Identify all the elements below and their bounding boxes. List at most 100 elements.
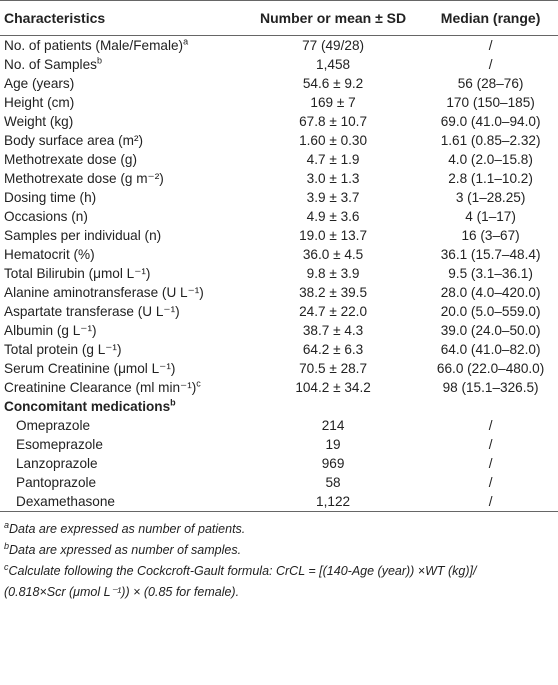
cell-text: Total protein (g L⁻¹) [4, 342, 122, 357]
table-cell: 38.2 ± 39.5 [243, 283, 423, 302]
cell-text: Serum Creatinine (μmol L⁻¹) [4, 361, 176, 376]
table-cell: Creatinine Clearance (ml min⁻¹)c [0, 378, 243, 397]
table-cell: 3.9 ± 3.7 [243, 188, 423, 207]
table-cell: 9.8 ± 3.9 [243, 264, 423, 283]
column-header: Number or mean ± SD [242, 0, 424, 36]
cell-text: 70.5 ± 28.7 [299, 361, 368, 376]
table-cell: 1,458 [243, 55, 423, 74]
table-cell: / [423, 435, 558, 454]
table-cell: Occasions (n) [0, 207, 243, 226]
section-row: Concomitant medicationsb [0, 397, 558, 416]
cell-text: Omeprazole [16, 418, 91, 433]
table-cell: 98 (15.1–326.5) [423, 378, 558, 397]
table-row: Aspartate transferase (U L⁻¹) 24.7 ± 22.0… [0, 302, 558, 321]
table-cell: 20.0 (5.0–559.0) [423, 302, 558, 321]
cell-text: 3.0 ± 1.3 [306, 171, 360, 186]
table-cell: 169 ± 7 [243, 93, 423, 112]
cell-text: 3.9 ± 3.7 [306, 190, 360, 205]
table-cell: 4 (1–17) [423, 207, 558, 226]
cell-text: 4 (1–17) [465, 209, 516, 224]
cell-text: / [488, 38, 493, 53]
table-cell: Lanzoprazole [0, 454, 243, 473]
table-cell: 64.2 ± 6.3 [243, 340, 423, 359]
cell-text: Esomeprazole [16, 437, 103, 452]
table-cell: 19.0 ± 13.7 [243, 226, 423, 245]
table-cell: 3 (1–28.25) [423, 188, 558, 207]
table-row: Occasions (n) 4.9 ± 3.6 4 (1–17) [0, 207, 558, 226]
cell-text: Body surface area (m²) [4, 133, 144, 148]
footnote-marker: c [196, 378, 201, 389]
column-header: Median (range) [423, 0, 558, 36]
cell-text: / [488, 418, 493, 433]
cell-text: / [488, 475, 493, 490]
table-cell: Height (cm) [0, 93, 243, 112]
cell-text: Pantoprazole [16, 475, 97, 490]
table-cell: Total Bilirubin (μmol L⁻¹) [0, 264, 243, 283]
cell-text: 20.0 (5.0–559.0) [440, 304, 541, 319]
cell-text: 104.2 ± 34.2 [295, 380, 371, 395]
table-row: Age (years) 54.6 ± 9.2 56 (28–76) [0, 74, 558, 93]
footnote-text: Data are xpressed as number of samples. [9, 543, 242, 557]
footnote: cCalculate following the Cockcroft-Gault… [4, 561, 524, 603]
cell-text: 214 [321, 418, 345, 433]
cell-text: Total Bilirubin (μmol L⁻¹) [4, 266, 151, 281]
table-cell: 56 (28–76) [423, 74, 558, 93]
cell-text: 64.0 (41.0–82.0) [440, 342, 541, 357]
cell-text: 170 (150–185) [446, 95, 535, 110]
cell-text: Dexamethasone [16, 494, 115, 509]
table-cell: Dexamethasone [0, 492, 243, 512]
table-cell: Alanine aminotransferase (U L⁻¹) [0, 283, 243, 302]
section-title: Concomitant medications [4, 399, 171, 414]
cell-text: 56 (28–76) [457, 76, 524, 91]
cell-text: 69.0 (41.0–94.0) [440, 114, 541, 129]
footnote-marker: b [4, 540, 10, 551]
cell-text: 24.7 ± 22.0 [299, 304, 368, 319]
cell-text: Alanine aminotransferase (U L⁻¹) [4, 285, 204, 300]
cell-text: Samples per individual (n) [4, 228, 162, 243]
cell-text: 77 (49/28) [302, 38, 365, 53]
table-cell: 969 [243, 454, 423, 473]
table-row: No. of Samplesb 1,458 / [0, 55, 558, 74]
cell-text: 36.0 ± 4.5 [302, 247, 364, 262]
table-row: Lanzoprazole 969 / [0, 454, 558, 473]
column-header: Characteristics [0, 0, 243, 36]
cell-text: Dosing time (h) [4, 190, 97, 205]
cell-text: 4.0 (2.0–15.8) [448, 152, 533, 167]
table-row: Albumin (g L⁻¹) 38.7 ± 4.3 39.0 (24.0–50.0… [0, 321, 558, 340]
footnote-marker: b [170, 397, 176, 408]
cell-text: Lanzoprazole [16, 456, 98, 471]
table-row: No. of patients (Male/Female)a 77 (49/28)… [0, 36, 558, 56]
table-row: Body surface area (m²) 1.60 ± 0.30 1.61 (0… [0, 131, 558, 150]
cell-text: 66.0 (22.0–480.0) [436, 361, 545, 376]
table-cell: 19 [243, 435, 423, 454]
table-cell: 9.5 (3.1–36.1) [423, 264, 558, 283]
table-cell: 1,122 [242, 492, 424, 512]
table-cell: 69.0 (41.0–94.0) [423, 112, 558, 131]
table-cell: 36.1 (15.7–48.4) [423, 245, 558, 264]
table-cell: Dosing time (h) [0, 188, 243, 207]
cell-text: 67.8 ± 10.7 [299, 114, 368, 129]
table-row: Esomeprazole 19 / [0, 435, 558, 454]
table-row: Omeprazole 214 / [0, 416, 558, 435]
table-cell: Total protein (g L⁻¹) [0, 340, 243, 359]
table-cell: 4.7 ± 1.9 [243, 150, 423, 169]
cell-text: / [488, 57, 493, 72]
cell-text: 1.61 (0.85–2.32) [440, 133, 541, 148]
table-cell: 67.8 ± 10.7 [243, 112, 423, 131]
cell-text: 4.9 ± 3.6 [306, 209, 360, 224]
table-row: Creatinine Clearance (ml min⁻¹)c 104.2 ± … [0, 378, 558, 397]
cell-text: / [488, 437, 493, 452]
cell-text: 1,122 [316, 494, 351, 509]
table-cell: Albumin (g L⁻¹) [0, 321, 243, 340]
cell-text: Methotrexate dose (g) [4, 152, 137, 167]
cell-text: Height (cm) [4, 95, 75, 110]
table-cell: 38.7 ± 4.3 [243, 321, 423, 340]
table-cell: Methotrexate dose (g) [0, 150, 243, 169]
cell-text: 969 [321, 456, 345, 471]
table-cell: 64.0 (41.0–82.0) [423, 340, 558, 359]
table-row: Total protein (g L⁻¹) 64.2 ± 6.3 64.0 (41.… [0, 340, 558, 359]
table-cell: Omeprazole [0, 416, 243, 435]
table-cell: / [423, 492, 558, 512]
table-cell: 70.5 ± 28.7 [243, 359, 423, 378]
